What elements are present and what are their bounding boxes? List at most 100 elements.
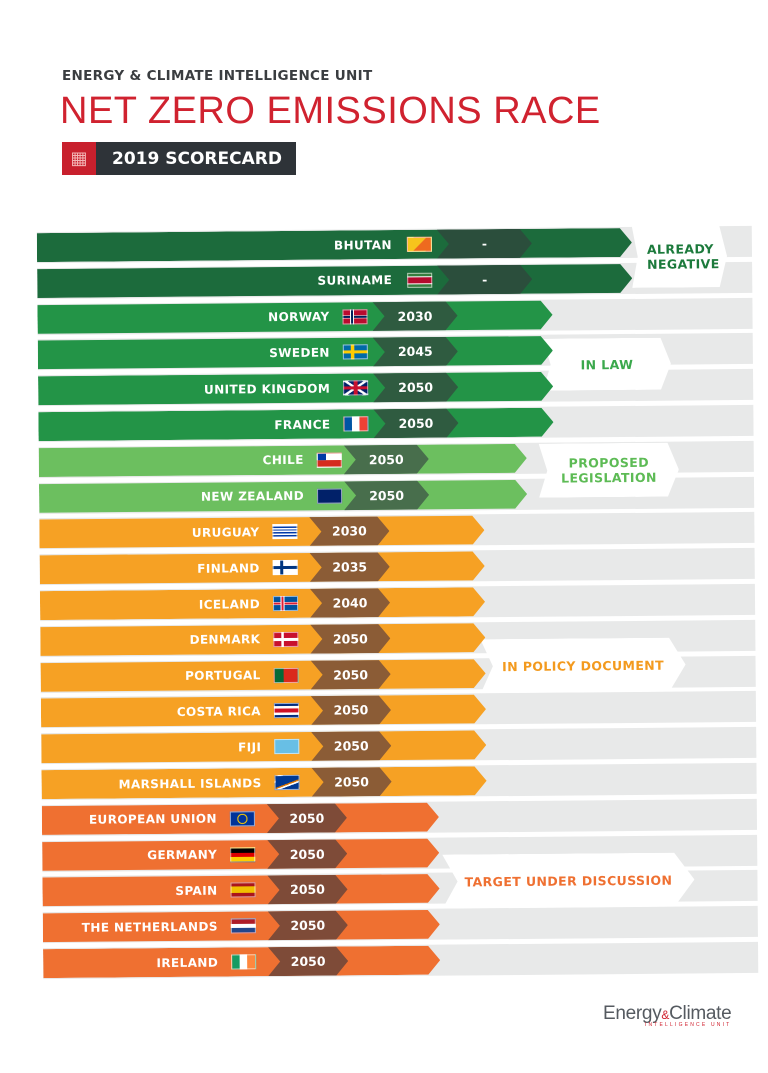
scorecard-badge: ▦ 2019 SCORECARD xyxy=(62,142,296,175)
new-zealand-flag-icon xyxy=(317,488,343,504)
target-year: 2050 xyxy=(373,408,458,438)
sweden-flag-icon xyxy=(342,344,368,360)
category-label-text: ALREADY NEGATIVE xyxy=(646,241,720,272)
target-year: 2050 xyxy=(344,445,429,475)
category-label-text: TARGET UNDER DISCUSSION xyxy=(464,872,673,889)
category-label-target-under-discussion: TARGET UNDER DISCUSSION xyxy=(442,852,694,908)
category-label-proposed-legislation: PROPOSED LEGISLATION xyxy=(539,443,679,498)
country-row: 2050 DENMARK xyxy=(40,623,485,656)
country-row: 2050 EUROPEAN UNION xyxy=(42,802,439,834)
organization-name: ENERGY & CLIMATE INTELLIGENCE UNIT xyxy=(62,68,373,84)
ireland-flag-icon xyxy=(231,954,257,970)
target-year: 2050 xyxy=(267,875,347,905)
uruguay-flag-icon xyxy=(272,524,298,540)
country-row: 2045 SWEDEN xyxy=(38,336,553,369)
target-year: - xyxy=(437,229,532,259)
target-year: 2045 xyxy=(373,337,458,367)
country-name: PORTUGAL xyxy=(184,668,261,683)
target-year: 2050 xyxy=(268,946,348,976)
portugal-flag-icon xyxy=(273,667,299,683)
finland-flag-icon xyxy=(272,560,298,576)
country-row: - BHUTAN xyxy=(37,228,632,262)
country-name: URUGUAY xyxy=(191,525,260,540)
denmark-flag-icon xyxy=(273,631,299,647)
target-year: 2050 xyxy=(344,480,429,510)
bhutan-flag-icon xyxy=(406,236,432,252)
country-row: 2050 IRELAND xyxy=(43,946,440,978)
country-name: DENMARK xyxy=(189,632,261,648)
category-label-in-law: IN LAW xyxy=(543,338,671,391)
country-row: 2050 MARSHALL ISLANDS xyxy=(41,766,486,799)
european-union-flag-icon xyxy=(229,811,255,827)
country-name: NEW ZEALAND xyxy=(200,488,305,504)
badge-label: 2019 SCORECARD xyxy=(96,142,296,175)
country-name: ICELAND xyxy=(198,596,261,612)
logo-text: Energy&Climate xyxy=(603,1003,732,1024)
country-name: FRANCE xyxy=(274,417,331,432)
target-year: 2050 xyxy=(268,911,348,941)
target-year: 2030 xyxy=(309,516,389,546)
country-row: 2030 URUGUAY xyxy=(39,516,484,549)
country-name: THE NETHERLANDS xyxy=(81,919,218,935)
page-title: NET ZERO EMISSIONS RACE xyxy=(60,90,601,132)
country-name: MARSHALL ISLANDS xyxy=(118,775,262,791)
country-name: NORWAY xyxy=(268,309,330,325)
country-row: 2050 FRANCE xyxy=(38,408,553,441)
netherlands-flag-icon xyxy=(230,918,256,934)
country-row: - SURINAME xyxy=(37,264,632,298)
country-name: SPAIN xyxy=(175,883,218,898)
category-label-in-policy-document: IN POLICY DOCUMENT xyxy=(480,638,685,694)
category-label-text: IN LAW xyxy=(580,356,634,372)
eciu-logo: Energy&Climate INTELLIGENCE UNIT xyxy=(603,1003,732,1028)
marshall-islands-flag-icon xyxy=(274,774,300,791)
target-year: 2030 xyxy=(372,301,457,331)
category-label-text: PROPOSED LEGISLATION xyxy=(560,454,657,486)
target-year: 2040 xyxy=(310,588,390,618)
scorecard-icon: ▦ xyxy=(62,142,96,175)
target-year: 2050 xyxy=(267,803,347,833)
chile-flag-icon xyxy=(316,452,342,468)
country-row: 2050 SPAIN xyxy=(42,874,439,906)
category-label-text: IN POLICY DOCUMENT xyxy=(502,657,665,674)
country-row: 2050 UNITED KINGDOM xyxy=(38,372,553,405)
target-year: 2050 xyxy=(373,373,458,403)
target-year: 2035 xyxy=(310,552,390,582)
country-name: GERMANY xyxy=(147,847,218,863)
country-row: 2050 CHILE xyxy=(39,444,527,477)
country-name: SWEDEN xyxy=(269,345,330,361)
country-row: 2030 NORWAY xyxy=(37,300,552,333)
country-name: UNITED KINGDOM xyxy=(203,381,331,397)
country-row: 2050 COSTA RICA xyxy=(41,695,486,728)
country-row: 2050 FIJI xyxy=(41,730,486,763)
costa-rica-flag-icon xyxy=(273,703,300,719)
target-year: 2050 xyxy=(311,695,391,725)
country-name: FINLAND xyxy=(197,560,260,576)
country-row: 2050 NEW ZEALAND xyxy=(39,479,527,512)
category-label-already-negative: ALREADY NEGATIVE xyxy=(632,225,728,288)
iceland-flag-icon xyxy=(272,595,299,612)
logo-subtext: INTELLIGENCE UNIT xyxy=(644,1022,732,1028)
country-row: 2050 GERMANY xyxy=(42,838,439,870)
uk-flag-icon xyxy=(343,380,369,396)
country-row: 2050 PORTUGAL xyxy=(41,659,486,692)
target-year: 2050 xyxy=(310,624,390,654)
suriname-flag-icon xyxy=(407,272,433,288)
target-year: - xyxy=(437,265,532,295)
country-name: COSTA RICA xyxy=(176,704,262,719)
norway-flag-icon xyxy=(342,308,368,325)
country-row: 2050 THE NETHERLANDS xyxy=(43,910,440,942)
germany-flag-icon xyxy=(230,846,256,863)
target-year: 2050 xyxy=(311,767,391,797)
spain-flag-icon xyxy=(230,882,256,898)
fiji-flag-icon xyxy=(274,739,300,755)
country-name: CHILE xyxy=(262,453,304,468)
france-flag-icon xyxy=(343,416,369,432)
country-row: 2035 FINLAND xyxy=(40,551,485,584)
country-name: BHUTAN xyxy=(333,237,392,253)
country-name: EUROPEAN UNION xyxy=(88,811,217,828)
country-name: FIJI xyxy=(238,739,262,755)
target-year: 2050 xyxy=(311,731,391,761)
country-name: IRELAND xyxy=(156,955,219,970)
target-year: 2050 xyxy=(311,660,391,690)
